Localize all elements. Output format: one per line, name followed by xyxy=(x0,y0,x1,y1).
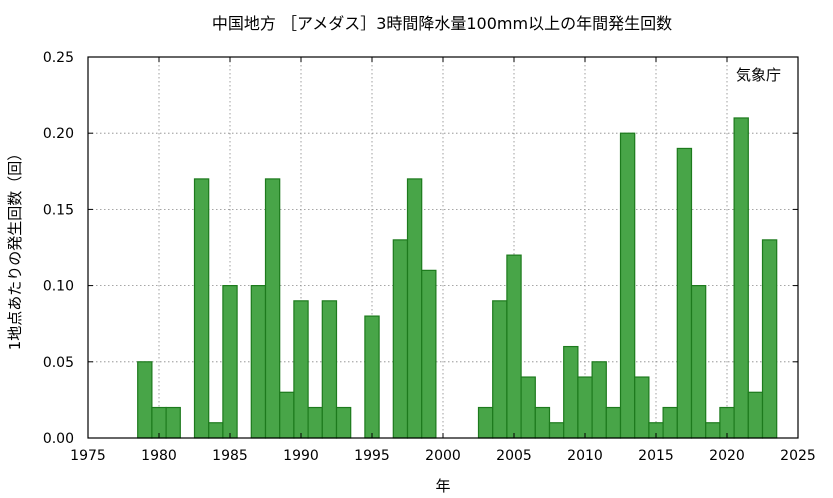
credit-label: 気象庁 xyxy=(736,66,781,84)
x-tick-label: 1980 xyxy=(141,448,177,464)
y-tick-label: 0.25 xyxy=(43,50,74,66)
bar xyxy=(563,345,579,439)
bar xyxy=(605,406,622,439)
bar xyxy=(477,406,494,439)
bar xyxy=(264,178,281,439)
bar xyxy=(619,132,636,439)
bar xyxy=(548,422,565,439)
bar xyxy=(520,376,536,439)
bar xyxy=(662,406,678,439)
chart-title: 中国地方 ［アメダス］3時間降水量100mm以上の年間発生回数 xyxy=(212,14,672,33)
bar xyxy=(634,376,650,439)
bar xyxy=(591,361,607,439)
bar xyxy=(250,285,267,439)
bar xyxy=(733,117,749,439)
bar xyxy=(279,391,295,439)
bar xyxy=(293,300,309,439)
x-tick-label: 1990 xyxy=(283,448,319,464)
x-tick-label: 2010 xyxy=(567,448,603,464)
bar xyxy=(761,239,778,439)
bar xyxy=(193,178,210,439)
x-tick-labels: 1975 1980 1985 1990 1995 2000 2005 2010 2015 2020… xyxy=(70,448,816,464)
x-tick-label: 2020 xyxy=(709,448,745,464)
x-tick-label: 2015 xyxy=(638,448,674,464)
bar xyxy=(577,376,593,439)
bar xyxy=(421,269,437,439)
bar xyxy=(321,300,338,439)
x-tick-label: 1995 xyxy=(354,448,390,464)
bar xyxy=(690,285,707,439)
axis-ticks xyxy=(87,56,799,439)
y-tick-label: 0.15 xyxy=(43,202,74,218)
y-axis-title: 1地点あたりの発生回数（回） xyxy=(6,146,24,351)
bars xyxy=(137,117,778,439)
bar xyxy=(222,285,238,439)
y-tick-label: 0.10 xyxy=(43,279,74,295)
bar xyxy=(137,361,153,439)
x-tick-label: 2005 xyxy=(496,448,532,464)
x-tick-label: 1985 xyxy=(212,448,248,464)
bar xyxy=(307,406,323,439)
x-tick-label: 2000 xyxy=(425,448,461,464)
bar xyxy=(406,178,423,439)
x-tick-label: 2025 xyxy=(780,448,816,464)
x-tick-label: 1975 xyxy=(70,448,106,464)
y-tick-labels: 0.00 0.05 0.10 0.15 0.20 0.25 xyxy=(43,50,74,447)
bar xyxy=(534,406,551,439)
bar xyxy=(165,406,181,439)
bar xyxy=(506,254,522,439)
bar xyxy=(492,300,508,439)
bar xyxy=(705,422,721,439)
bar xyxy=(335,406,352,439)
bar xyxy=(364,315,380,439)
bar xyxy=(392,239,409,439)
bar xyxy=(208,422,224,439)
x-axis-title: 年 xyxy=(435,477,450,495)
y-tick-label: 0.05 xyxy=(43,355,74,371)
y-tick-label: 0.00 xyxy=(43,431,74,447)
bar xyxy=(747,391,764,439)
y-tick-label: 0.20 xyxy=(43,126,74,142)
bar xyxy=(676,147,693,439)
